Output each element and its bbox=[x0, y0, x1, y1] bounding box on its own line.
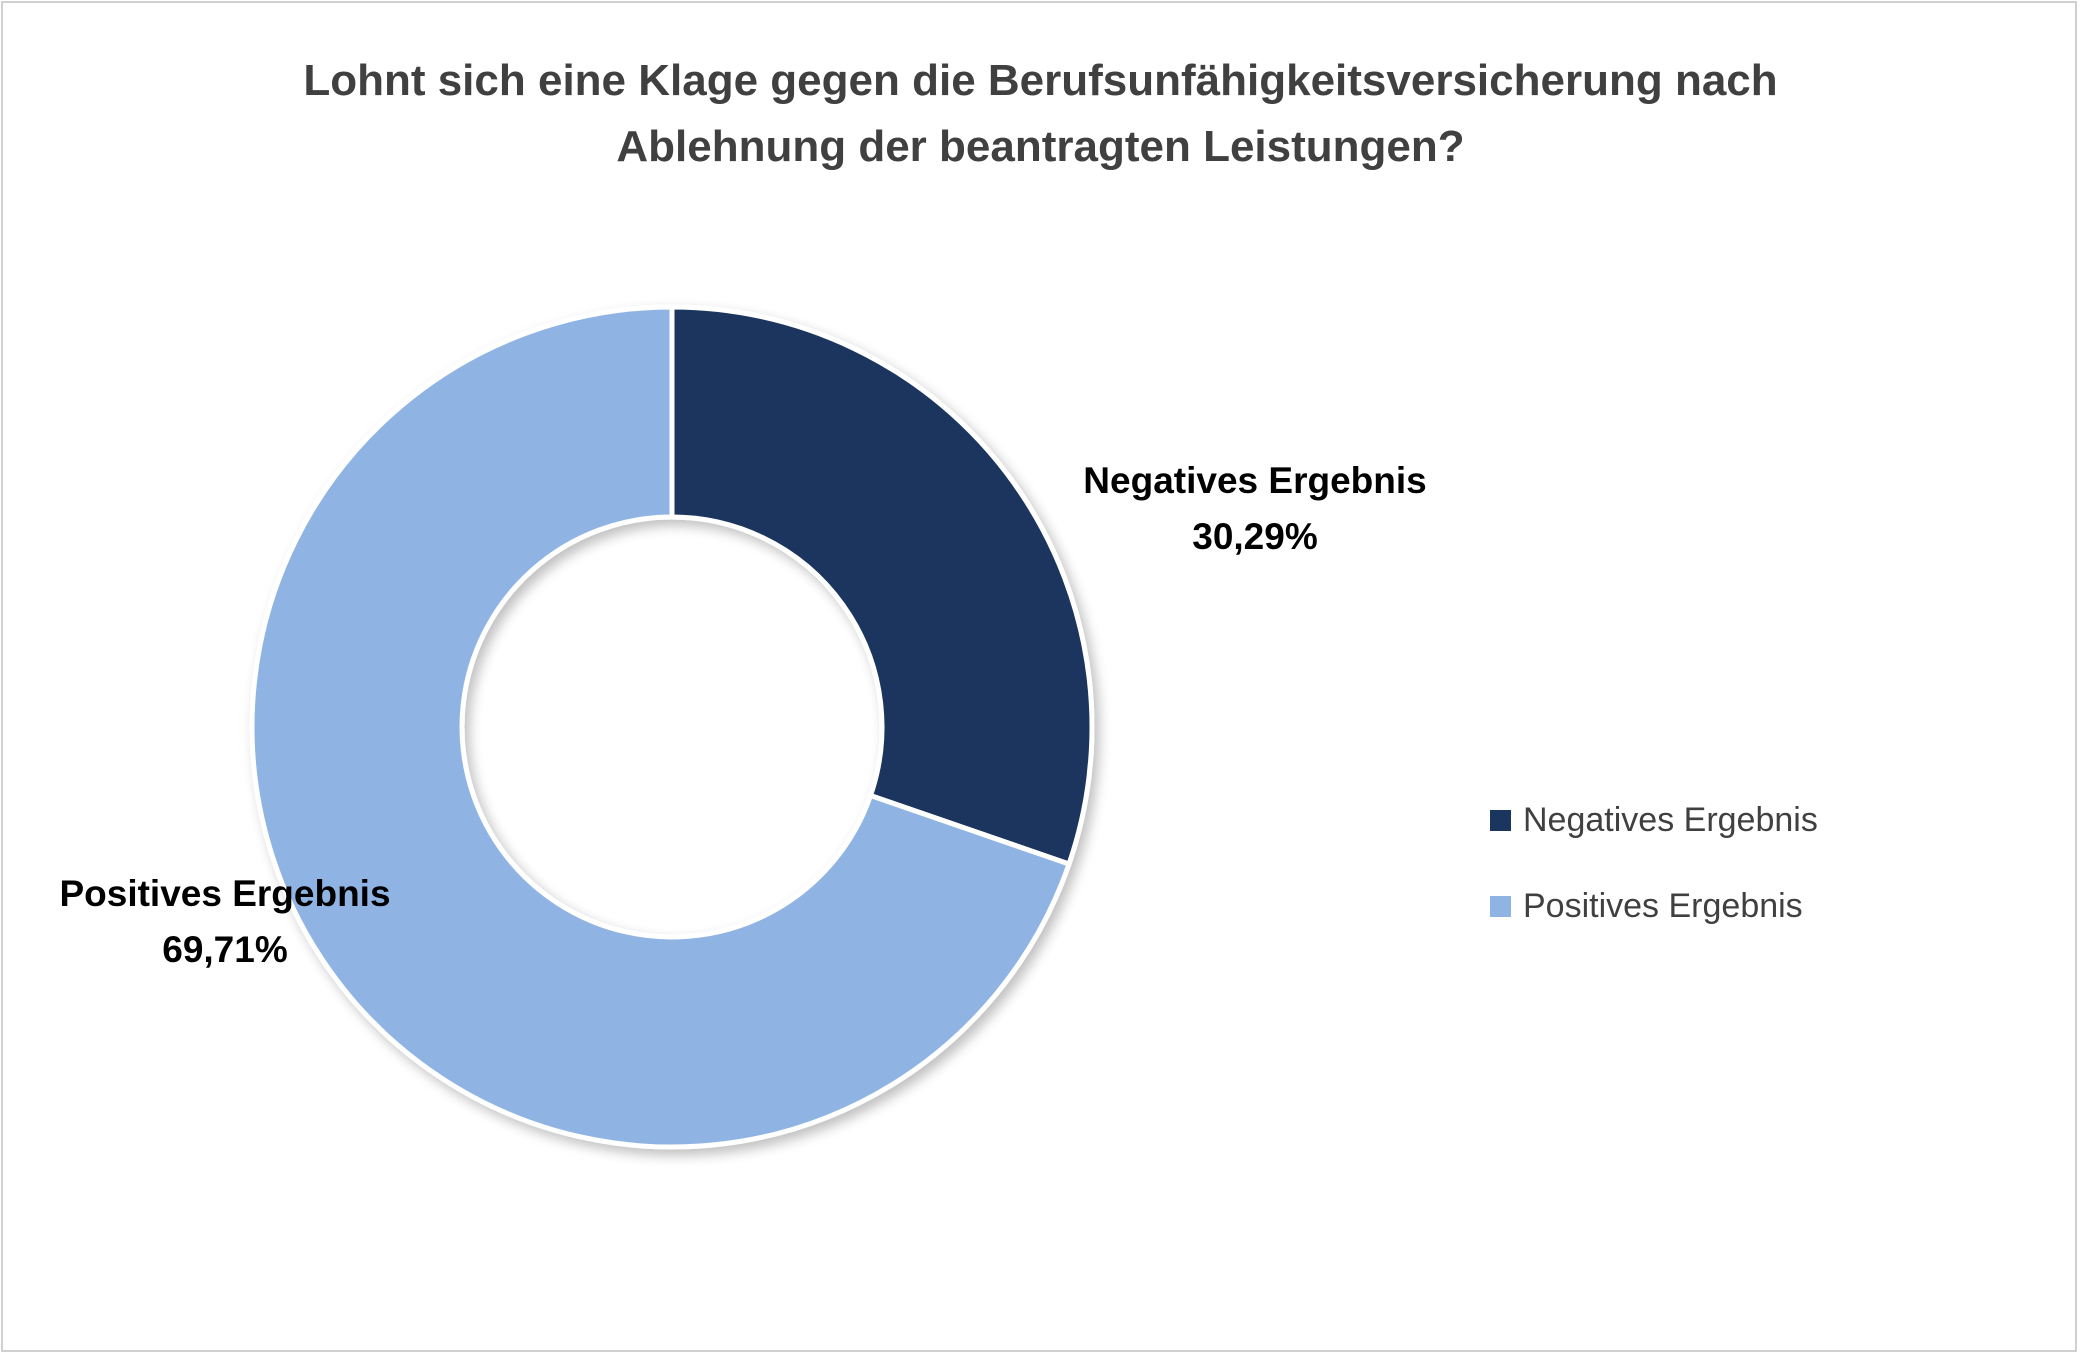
chart-title-line-1: Lohnt sich eine Klage gegen die Berufsun… bbox=[303, 56, 1778, 105]
data-label-positive-category: Positives Ergebnis bbox=[59, 873, 391, 914]
legend-item-positive: Positives Ergebnis bbox=[1490, 881, 1818, 931]
legend-label-positive: Positives Ergebnis bbox=[1523, 886, 1803, 925]
data-label-positive-value: 69,71% bbox=[162, 929, 288, 970]
legend-swatch-negative bbox=[1490, 809, 1511, 831]
legend-swatch-positive bbox=[1490, 895, 1511, 917]
donut-slice-negative bbox=[669, 304, 1095, 868]
data-label-negative-value: 30,29% bbox=[1192, 516, 1318, 557]
legend-item-negative: Negatives Ergebnis bbox=[1490, 795, 1818, 845]
data-label-negative: Negatives Ergebnis 30,29% bbox=[1083, 453, 1426, 565]
donut-slice-positive bbox=[249, 304, 1073, 1150]
chart-title: Lohnt sich eine Klage gegen die Berufsun… bbox=[0, 48, 2081, 180]
legend: Negatives Ergebnis Positives Ergebnis bbox=[1490, 795, 1818, 967]
data-label-positive: Positives Ergebnis 69,71% bbox=[59, 866, 390, 978]
data-label-negative-category: Negatives Ergebnis bbox=[1083, 460, 1427, 501]
legend-label-negative: Negatives Ergebnis bbox=[1523, 800, 1818, 839]
chart-title-line-2: Ablehnung der beantragten Leistungen? bbox=[616, 122, 1465, 171]
